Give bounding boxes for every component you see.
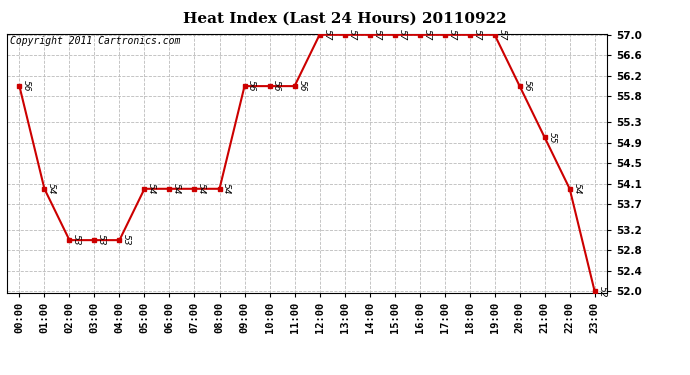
- Text: 57: 57: [447, 29, 456, 40]
- Text: 54: 54: [147, 183, 156, 195]
- Text: Copyright 2011 Cartronics.com: Copyright 2011 Cartronics.com: [10, 36, 180, 46]
- Text: 57: 57: [397, 29, 406, 40]
- Text: 53: 53: [122, 234, 131, 246]
- Text: 54: 54: [47, 183, 56, 195]
- Text: 52: 52: [598, 286, 607, 297]
- Text: 56: 56: [297, 80, 306, 92]
- Text: Heat Index (Last 24 Hours) 20110922: Heat Index (Last 24 Hours) 20110922: [183, 11, 507, 25]
- Text: 56: 56: [247, 80, 256, 92]
- Text: 57: 57: [422, 29, 431, 40]
- Text: 54: 54: [222, 183, 231, 195]
- Text: 53: 53: [97, 234, 106, 246]
- Text: 54: 54: [197, 183, 206, 195]
- Text: 55: 55: [547, 132, 556, 143]
- Text: 54: 54: [573, 183, 582, 195]
- Text: 56: 56: [522, 80, 531, 92]
- Text: 57: 57: [322, 29, 331, 40]
- Text: 54: 54: [172, 183, 181, 195]
- Text: 57: 57: [497, 29, 506, 40]
- Text: 56: 56: [22, 80, 31, 92]
- Text: 56: 56: [273, 80, 282, 92]
- Text: 53: 53: [72, 234, 81, 246]
- Text: 57: 57: [473, 29, 482, 40]
- Text: 57: 57: [347, 29, 356, 40]
- Text: 57: 57: [373, 29, 382, 40]
